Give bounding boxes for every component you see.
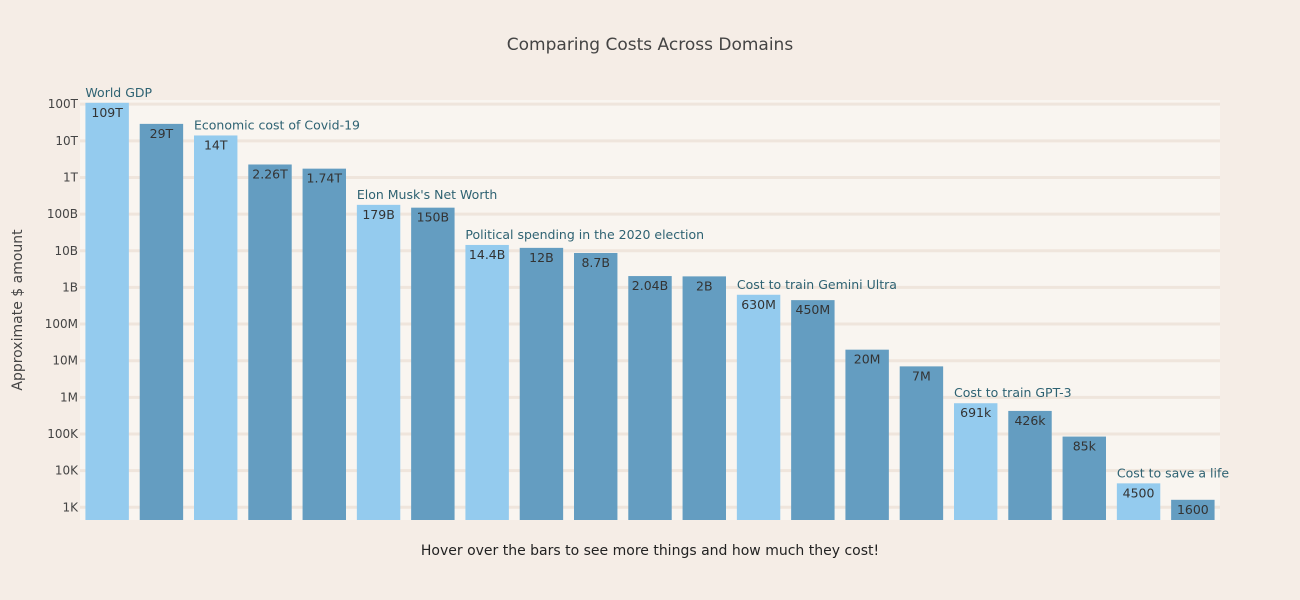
bar-value-label: 7M: [912, 368, 931, 383]
bar: [139, 123, 184, 520]
bar: [954, 403, 998, 520]
bar: [574, 252, 618, 520]
y-axis-label: Approximate $ amount: [10, 229, 26, 391]
bar-value-label: 2.04B: [632, 278, 668, 293]
bar: [194, 135, 238, 520]
bar-value-label: 2B: [696, 278, 713, 293]
y-tick-label: 100B: [47, 207, 78, 221]
bar-value-label: 179B: [362, 207, 394, 222]
bar: [85, 102, 129, 520]
value-labels: 109T 29T 14T 2.26T 1.74T 179B 150B 14.4B 12B 8.7B…: [91, 105, 1208, 517]
chart-title: Comparing Costs Across Domains: [507, 35, 794, 55]
y-tick-label: 100M: [45, 317, 78, 331]
bar: [248, 164, 292, 520]
bar-value-label: 691k: [960, 405, 992, 420]
bar-value-label: 14T: [204, 137, 228, 152]
bar-annotation: Political spending in the 2020 election: [465, 227, 704, 242]
bar: [682, 276, 726, 520]
annotations: World GDP Economic cost of Covid-19 Elon M…: [85, 85, 1229, 481]
bar-annotation: Economic cost of Covid-19: [194, 117, 360, 132]
bar-value-label: 29T: [150, 126, 174, 141]
bar-value-label: 2.26T: [252, 166, 288, 181]
bar-value-label: 630M: [741, 297, 776, 312]
bar-value-label: 426k: [1014, 413, 1046, 428]
bar: [411, 207, 455, 521]
bar: [791, 300, 835, 520]
y-tick-label: 10M: [52, 354, 78, 368]
bar-value-label: 8.7B: [581, 255, 609, 270]
bar-value-label: 150B: [417, 210, 449, 225]
bar: [1171, 499, 1215, 520]
bar: [845, 349, 889, 520]
bar-value-label: 20M: [854, 352, 881, 367]
y-tick-label: 1K: [62, 500, 79, 514]
bar-annotation: Elon Musk's Net Worth: [357, 187, 497, 202]
y-axis-ticks: 1K 10K 100K 1M 10M 100M 1B 10B 100B 1T 10T 100T: [45, 97, 79, 514]
y-tick-label: 1T: [63, 170, 79, 184]
bar-value-label: 14.4B: [469, 247, 505, 262]
bar-value-label: 4500: [1123, 485, 1155, 500]
bar-value-label: 12B: [529, 250, 553, 265]
bar-value-label: 1.74T: [307, 171, 343, 186]
y-tick-label: 100K: [47, 427, 79, 441]
bar: [1062, 436, 1106, 520]
bar-value-label: 85k: [1073, 439, 1097, 454]
bar: [736, 294, 781, 520]
y-tick-label: 10B: [54, 244, 78, 258]
bar-value-label: 109T: [91, 105, 123, 120]
y-tick-label: 100T: [48, 97, 79, 111]
bar: [899, 366, 944, 520]
bar: [519, 247, 564, 520]
y-tick-label: 10T: [55, 134, 78, 148]
y-tick-label: 10K: [55, 464, 79, 478]
bar-annotation: Cost to save a life: [1117, 465, 1229, 480]
bar-value-label: 450M: [796, 302, 831, 317]
bar-annotation: Cost to train GPT-3: [954, 385, 1072, 400]
bar-value-label: 1600: [1177, 502, 1209, 517]
bar: [1008, 410, 1052, 520]
bar: [302, 168, 346, 520]
bar-annotation: Cost to train Gemini Ultra: [737, 277, 897, 292]
bars: [85, 102, 1215, 521]
bar: [356, 204, 401, 520]
bar: [628, 276, 672, 520]
x-axis-label: Hover over the bars to see more things a…: [421, 543, 879, 559]
bar: [465, 244, 509, 520]
y-tick-label: 1M: [60, 390, 78, 404]
bar-annotation: World GDP: [85, 85, 152, 100]
bar: [1116, 483, 1161, 520]
y-tick-label: 1B: [62, 280, 78, 294]
